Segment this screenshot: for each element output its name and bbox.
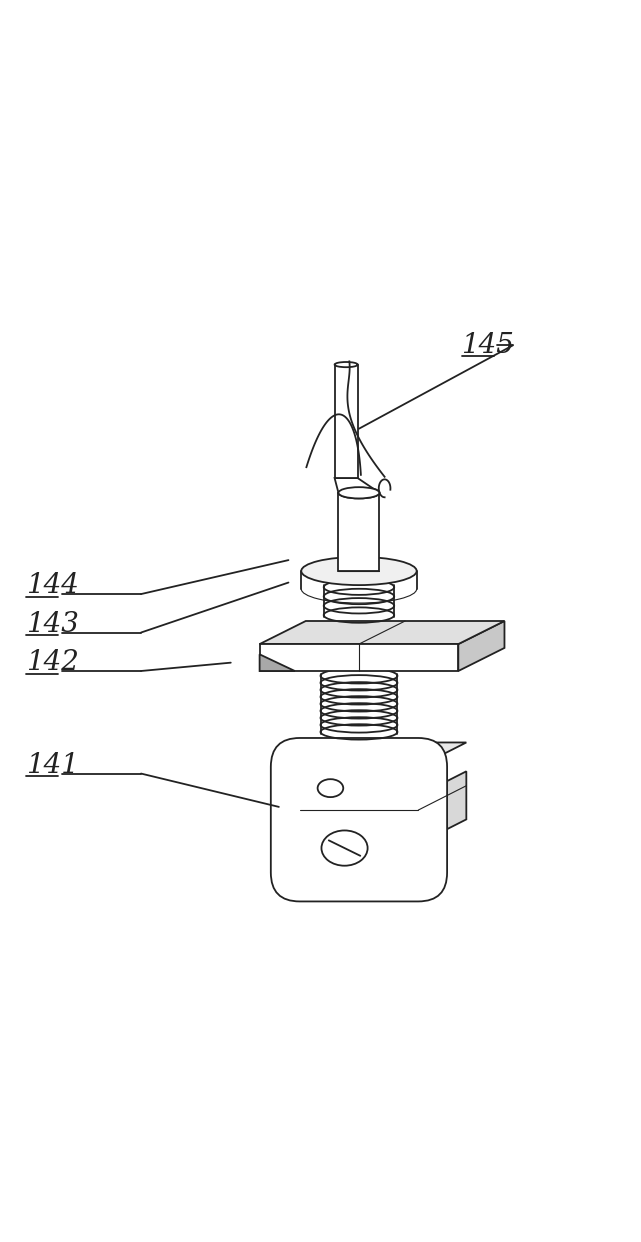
- Polygon shape: [335, 478, 379, 493]
- Ellipse shape: [318, 779, 344, 797]
- Ellipse shape: [338, 487, 379, 498]
- FancyBboxPatch shape: [271, 738, 447, 902]
- Polygon shape: [458, 621, 504, 671]
- Polygon shape: [260, 655, 295, 671]
- Ellipse shape: [338, 487, 379, 498]
- Polygon shape: [335, 365, 358, 478]
- Text: 144: 144: [26, 573, 78, 599]
- Polygon shape: [329, 743, 467, 766]
- Text: 141: 141: [26, 751, 78, 779]
- Ellipse shape: [301, 556, 417, 585]
- Ellipse shape: [335, 361, 358, 368]
- Text: 142: 142: [26, 650, 78, 676]
- Polygon shape: [260, 645, 458, 671]
- Ellipse shape: [322, 831, 368, 866]
- Polygon shape: [338, 493, 379, 571]
- Text: 143: 143: [26, 611, 78, 637]
- Polygon shape: [260, 621, 504, 645]
- Text: 145: 145: [462, 332, 514, 359]
- Polygon shape: [419, 771, 467, 843]
